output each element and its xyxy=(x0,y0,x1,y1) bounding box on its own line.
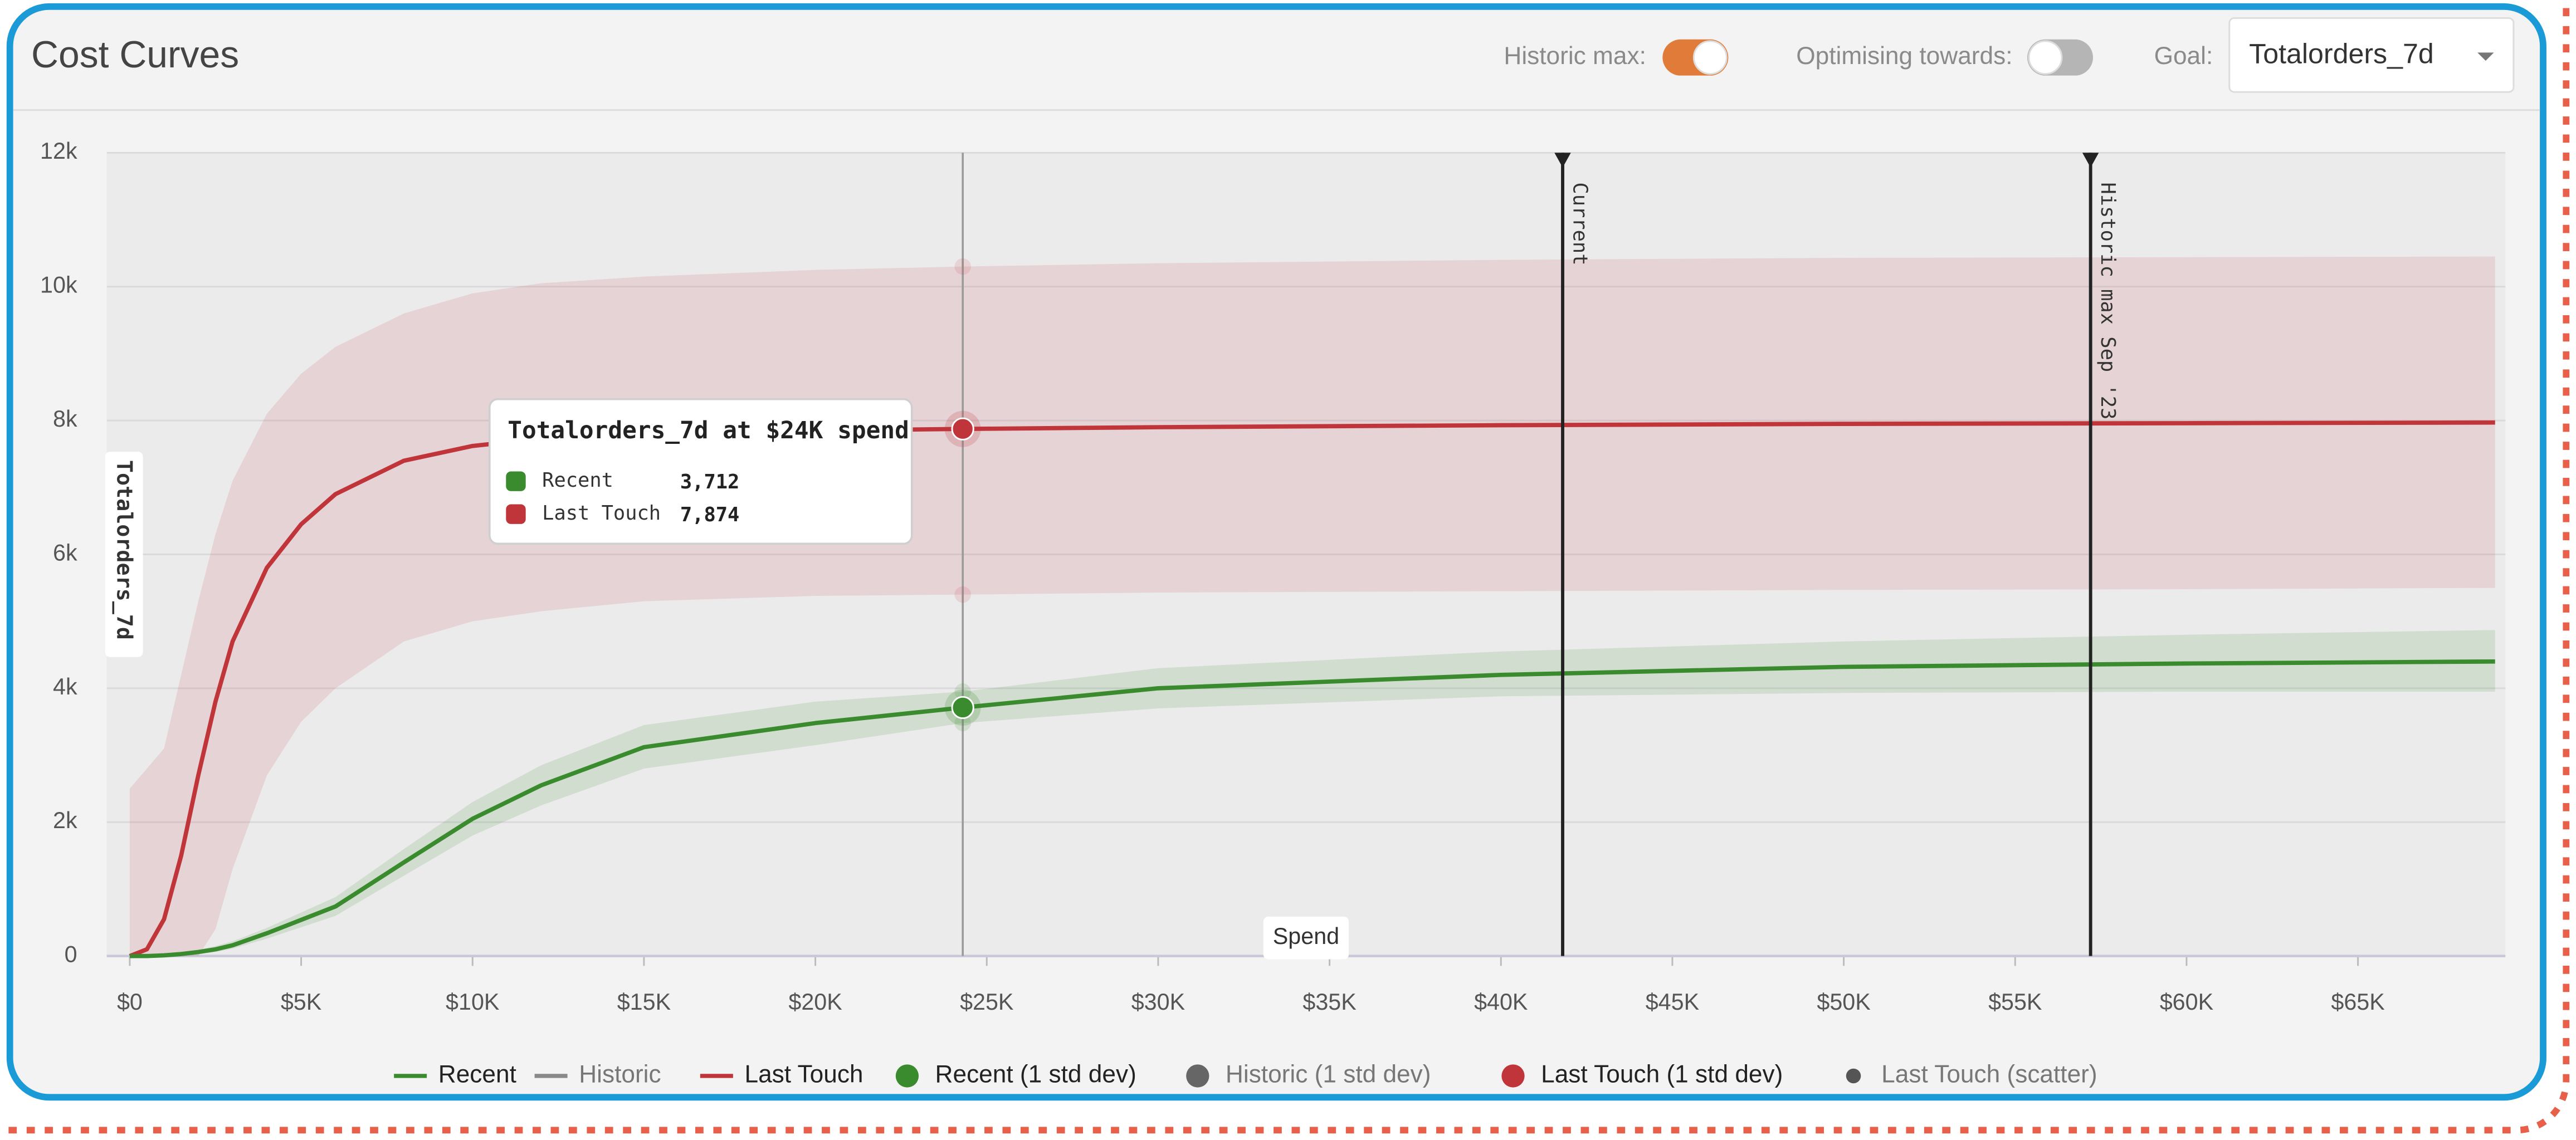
legend-label[interactable]: Last Touch (1 std dev) xyxy=(1541,1061,1783,1088)
y-tick-label: 4k xyxy=(53,674,77,699)
series-line xyxy=(129,659,2495,958)
band-point xyxy=(954,683,971,700)
x-tick-label: $10K xyxy=(446,989,500,1015)
legend-swatch xyxy=(1501,1064,1525,1088)
y-tick-label: 0 xyxy=(65,942,77,967)
x-tick-label: $30K xyxy=(1131,989,1185,1015)
tooltip-series: Recent xyxy=(542,469,613,492)
panel-title: Cost Curves xyxy=(31,34,239,76)
tooltip-series: Last Touch xyxy=(542,502,661,525)
band-point xyxy=(954,258,971,275)
optimising-toggle[interactable] xyxy=(2027,39,2093,76)
x-tick-label: $65K xyxy=(2331,989,2385,1015)
marker-label: Historic max Sep '23 xyxy=(2096,182,2119,419)
tooltip-value: 7,874 xyxy=(680,503,739,526)
x-tick-label: $20K xyxy=(788,989,842,1015)
x-tick-label: $50K xyxy=(1817,989,1871,1015)
goal-label: Goal: xyxy=(2154,42,2213,70)
x-tick-label: $40K xyxy=(1474,989,1528,1015)
band-point xyxy=(954,715,971,732)
legend-swatch xyxy=(1186,1064,1209,1088)
legend-label[interactable]: Last Touch (scatter) xyxy=(1881,1061,2097,1088)
hover-point xyxy=(951,417,974,441)
x-label-box xyxy=(1263,916,1349,960)
historic-max-toggle[interactable] xyxy=(1662,39,1729,76)
legend-label[interactable]: Recent xyxy=(438,1061,516,1088)
tooltip-box xyxy=(489,398,913,545)
marker-head xyxy=(1554,153,1571,168)
tooltip-title: Totalorders_7d at $24K spend xyxy=(508,417,909,444)
legend-swatch xyxy=(1846,1068,1861,1084)
legend-label[interactable]: Historic (1 std dev) xyxy=(1226,1061,1431,1088)
y-tick-label: 12k xyxy=(40,138,77,164)
x-tick-label: $35K xyxy=(1302,989,1357,1015)
y-tick-label: 10k xyxy=(40,272,77,298)
x-tick-label: $0 xyxy=(117,989,143,1015)
x-tick-label: $5K xyxy=(281,989,322,1015)
x-tick-label: $25K xyxy=(960,989,1014,1015)
marker-label: Current xyxy=(1569,182,1592,265)
tooltip-swatch xyxy=(506,504,526,524)
x-axis-label: Spend xyxy=(1273,923,1339,949)
x-tick-label: $55K xyxy=(1988,989,2042,1015)
legend-label[interactable]: Historic xyxy=(579,1061,661,1088)
y-tick-label: 2k xyxy=(53,808,77,833)
y-axis-label: Totalorders_7d xyxy=(112,460,137,640)
y-tick-label: 8k xyxy=(53,406,77,432)
band-point xyxy=(954,586,971,603)
x-tick-label: $45K xyxy=(1646,989,1700,1015)
hover-point xyxy=(951,696,974,720)
legend-label[interactable]: Recent (1 std dev) xyxy=(935,1061,1136,1088)
historic-max-label: Historic max: xyxy=(1504,42,1646,70)
series-line xyxy=(129,420,2495,958)
toggle-knob[interactable] xyxy=(2028,40,2063,75)
select-caret[interactable] xyxy=(2477,52,2494,61)
x-tick-label: $15K xyxy=(617,989,671,1015)
x-tick-label: $60K xyxy=(2160,989,2214,1015)
legend-label[interactable]: Last Touch xyxy=(744,1061,863,1088)
select-box[interactable] xyxy=(2228,17,2515,93)
tooltip-swatch xyxy=(506,471,526,491)
marker-head xyxy=(2082,153,2099,168)
goal-select[interactable]: Totalorders_7d xyxy=(2228,17,2515,93)
y-tick-label: 6k xyxy=(53,540,77,565)
toggle-knob[interactable] xyxy=(1692,40,1728,75)
legend-swatch xyxy=(895,1064,919,1088)
plot: 0 2k 4k 6k 8k 10k 12k $0 $5K $10K $15K $20K $25K $30K… xyxy=(40,138,2506,1088)
select-value[interactable]: Totalorders_7d xyxy=(2249,38,2434,70)
y-label-box xyxy=(105,452,143,657)
optimising-label: Optimising towards: xyxy=(1796,42,2012,70)
tooltip-value: 3,712 xyxy=(680,471,739,493)
